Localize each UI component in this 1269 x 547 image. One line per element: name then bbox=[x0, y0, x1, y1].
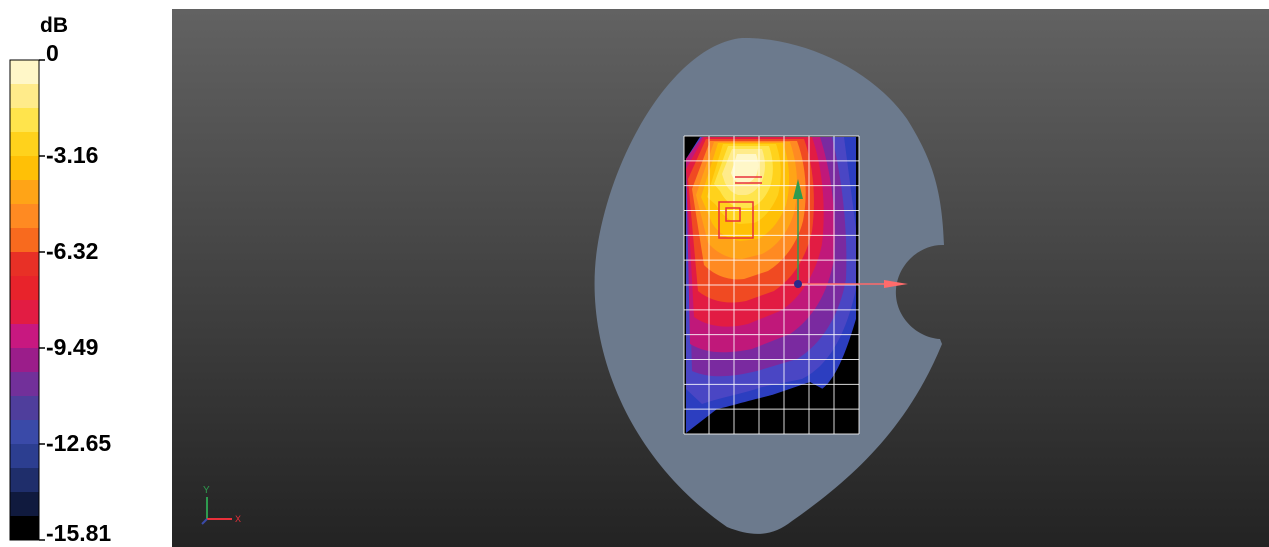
device-outline bbox=[718, 176, 762, 239]
legend-swatch bbox=[10, 228, 39, 253]
legend-swatch bbox=[10, 204, 39, 229]
legend-border bbox=[9, 59, 40, 541]
axis-y-label: Y bbox=[203, 485, 210, 496]
legend-swatch bbox=[10, 156, 39, 181]
legend-swatch bbox=[10, 300, 39, 325]
legend-swatch bbox=[10, 324, 39, 349]
legend-tick-label: 0 bbox=[46, 40, 59, 66]
legend-swatch bbox=[10, 396, 39, 421]
3d-viewport[interactable]: Y X bbox=[172, 9, 1269, 547]
legend-tick-label: -9.49 bbox=[46, 334, 99, 360]
legend-swatch bbox=[10, 444, 39, 469]
color-bar bbox=[9, 59, 45, 541]
legend-swatch bbox=[10, 108, 39, 133]
color-scale-legend: dB 0 -3.16 -6.32 -9.49 -12.65 -15.81 bbox=[0, 0, 172, 547]
legend-swatch bbox=[10, 420, 39, 445]
legend-swatch bbox=[10, 492, 39, 517]
legend-swatch bbox=[10, 348, 39, 373]
legend-unit-label: dB bbox=[40, 14, 68, 37]
legend-tick-label: -15.81 bbox=[46, 520, 112, 546]
legend-swatch bbox=[10, 60, 39, 85]
legend-swatch bbox=[10, 276, 39, 301]
legend-swatch bbox=[10, 84, 39, 109]
legend-swatch bbox=[10, 252, 39, 277]
legend-tick-label: -6.32 bbox=[46, 238, 99, 264]
axis-x-label: X bbox=[235, 514, 241, 524]
legend-swatch bbox=[10, 468, 39, 493]
legend-swatch bbox=[10, 132, 39, 157]
local-axes bbox=[793, 179, 908, 288]
legend-tick-label: -3.16 bbox=[46, 142, 99, 168]
viewport-scene: Y X bbox=[172, 9, 1269, 547]
legend-tick-label: -12.65 bbox=[46, 430, 112, 456]
measurement-grid bbox=[683, 135, 860, 435]
legend-swatch bbox=[10, 516, 39, 541]
axes-orientation-indicator: Y X bbox=[201, 485, 241, 525]
legend-swatch bbox=[10, 372, 39, 397]
legend-swatch bbox=[10, 180, 39, 205]
